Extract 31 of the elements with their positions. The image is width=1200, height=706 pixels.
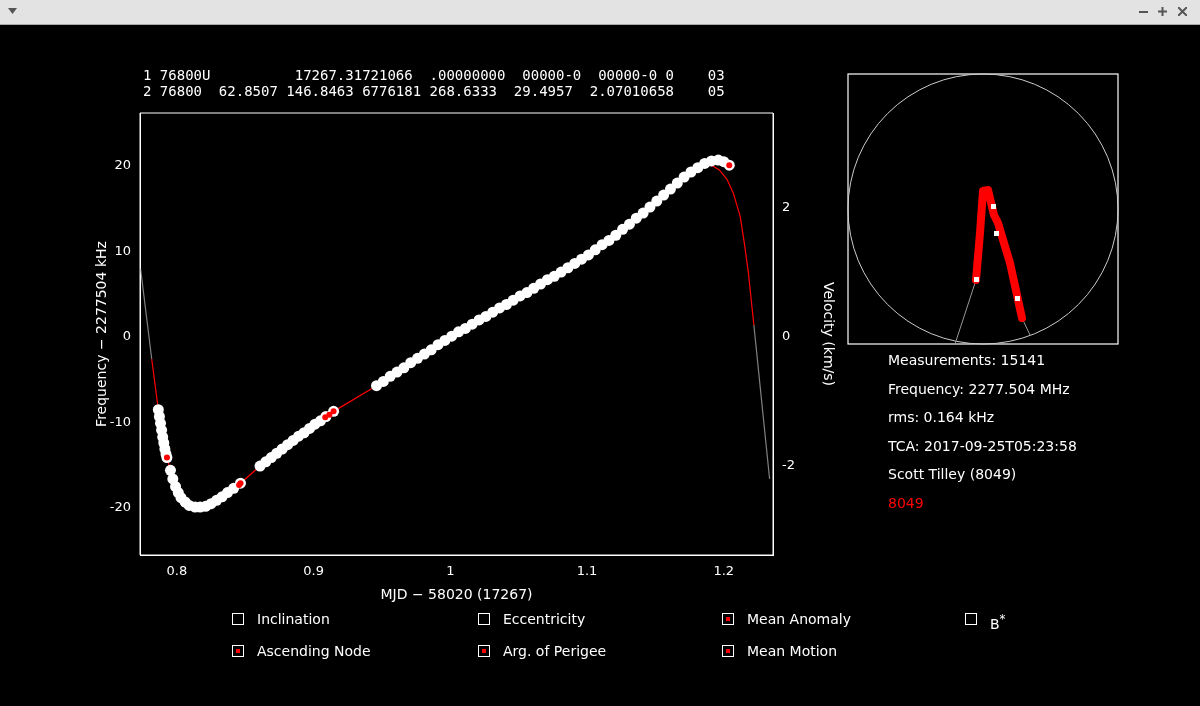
text: Eccentricity — [503, 611, 586, 627]
text: Mean Motion — [747, 643, 838, 659]
text: Ascending Node — [257, 643, 371, 659]
text: Scott Tilley (8049) — [888, 466, 1017, 483]
y-tick-label: -20 — [109, 499, 131, 515]
text: Arg. of Perigee — [503, 643, 607, 659]
y-axis-title: Frequency − 2277504 kHz — [93, 241, 110, 427]
x-tick-label: 1.1 — [576, 563, 598, 579]
text: Frequency: 2277.504 MHz — [888, 380, 1070, 397]
chart-subtitle: 2 76800 62.8507 146.8463 6776181 268.6333 29.4957 2.07010658 05 — [143, 83, 725, 99]
text: Measurements: 15141 — [888, 352, 1046, 368]
y2-axis-title: Velocity (km/s) — [820, 281, 837, 387]
x-axis-title: MJD − 58020 (17267) — [380, 586, 533, 603]
text: Inclination — [257, 611, 330, 627]
text: Mean Anomaly — [747, 611, 852, 627]
text: B$^{*}$ — [990, 611, 1006, 632]
x-tick-label: 1 — [446, 563, 455, 579]
y-tick-label: -10 — [109, 413, 131, 429]
text: 8049 — [888, 495, 924, 511]
text: TCA: 2017-09-25T05:23:58 — [888, 437, 1077, 454]
x-tick-label: 1.2 — [713, 563, 735, 579]
text: rms: 0.164 kHz — [888, 409, 995, 426]
y2-tick-label: -2 — [782, 457, 795, 473]
x-tick-label: 0.8 — [166, 563, 188, 579]
y-tick-label: 0 — [122, 328, 131, 344]
y2-tick-label: 0 — [782, 328, 791, 344]
y2-tick-label: 2 — [782, 199, 791, 215]
y-tick-label: 20 — [114, 157, 131, 173]
y-tick-label: 10 — [114, 242, 131, 258]
x-tick-label: 0.9 — [303, 563, 324, 579]
chart-title: 1 76800U 17267.31721066 .00000000 00000-0 00000-0 0 03 — [143, 67, 725, 83]
